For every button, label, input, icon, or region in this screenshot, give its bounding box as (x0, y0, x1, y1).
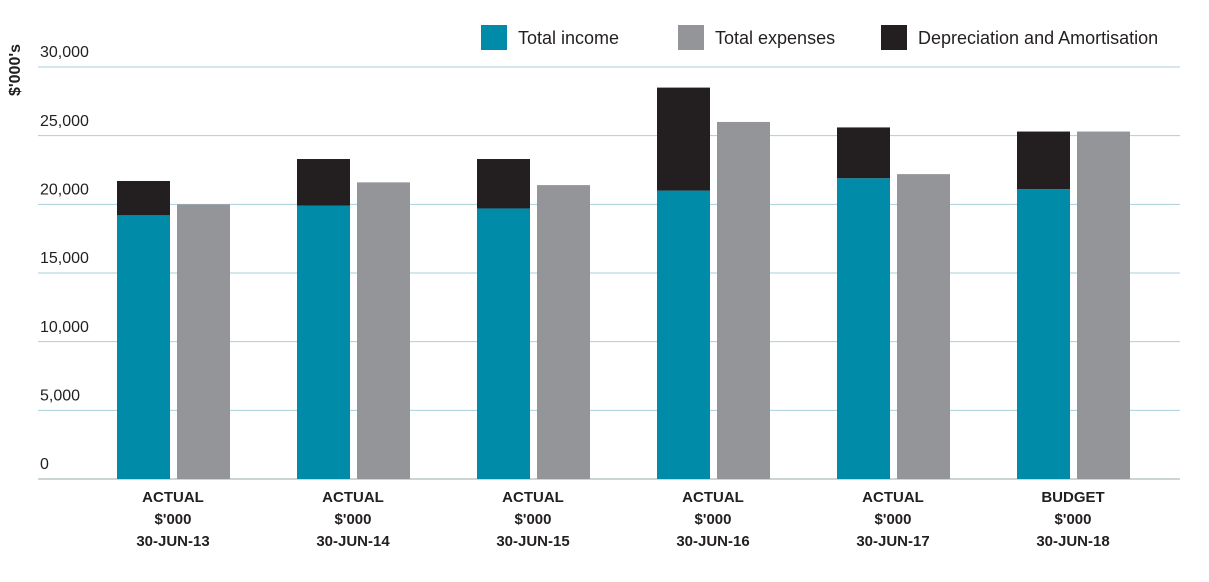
y-tick-label: 5,000 (40, 388, 80, 405)
bar (657, 87, 710, 191)
bar (1017, 131, 1070, 190)
x-tick-label: ACTUAL (862, 489, 924, 506)
bar (837, 178, 890, 480)
bar (297, 205, 350, 479)
bar (117, 215, 170, 479)
legend-swatch (481, 25, 507, 50)
bar (297, 159, 350, 206)
x-tick-label: $'000 (1055, 511, 1092, 528)
y-tick-label: 10,000 (40, 319, 89, 336)
bar (537, 185, 590, 479)
bar (717, 121, 770, 479)
x-tick-label: $'000 (875, 511, 912, 528)
x-tick-label: BUDGET (1041, 489, 1104, 506)
bar (177, 204, 230, 480)
x-tick-label: 30-JUN-16 (676, 533, 749, 550)
bar (477, 159, 530, 209)
bar (837, 127, 890, 179)
x-tick-label: ACTUAL (142, 489, 204, 506)
bar (657, 190, 710, 479)
x-tick-label: $'000 (695, 511, 732, 528)
x-tick-label: 30-JUN-14 (316, 533, 390, 550)
x-tick-label: ACTUAL (322, 489, 384, 506)
bar (357, 182, 410, 480)
x-tick-label: $'000 (335, 511, 372, 528)
bar (1017, 189, 1070, 479)
y-tick-label: 15,000 (40, 250, 89, 267)
y-axis-label: $'000's (7, 44, 24, 96)
legend-swatch (881, 25, 907, 50)
legend-label: Total income (518, 28, 619, 48)
y-tick-label: 25,000 (40, 113, 89, 130)
legend-swatch (678, 25, 704, 50)
y-tick-label: 30,000 (40, 44, 89, 61)
bar (117, 180, 170, 216)
x-tick-label: $'000 (515, 511, 552, 528)
x-tick-label: 30-JUN-13 (136, 533, 209, 550)
x-tick-label: $'000 (155, 511, 192, 528)
x-tick-label: ACTUAL (502, 489, 564, 506)
y-tick-label: 0 (40, 456, 49, 473)
x-tick-label: 30-JUN-17 (856, 533, 929, 550)
x-tick-label: 30-JUN-15 (496, 533, 569, 550)
legend-label: Depreciation and Amortisation (918, 28, 1158, 48)
x-tick-label: ACTUAL (682, 489, 744, 506)
bar (477, 208, 530, 479)
y-tick-label: 20,000 (40, 182, 89, 199)
bar (1077, 131, 1130, 479)
x-tick-label: 30-JUN-18 (1036, 533, 1109, 550)
legend-label: Total expenses (715, 28, 835, 48)
bar (897, 174, 950, 479)
